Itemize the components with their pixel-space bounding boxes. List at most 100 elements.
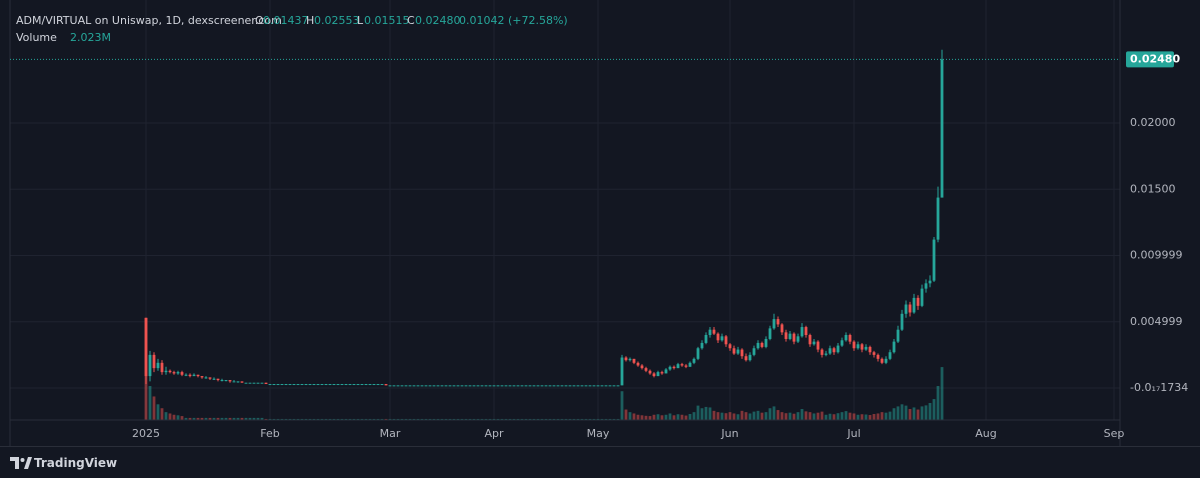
- volume-bar: [884, 412, 888, 420]
- volume-bar: [412, 418, 416, 420]
- candle-body: [764, 338, 768, 347]
- candle-body: [860, 344, 864, 350]
- candle-body: [432, 385, 436, 387]
- volume-bar: [396, 418, 400, 420]
- candle-body: [692, 358, 696, 363]
- candle-body: [516, 385, 520, 387]
- volume-bar: [388, 418, 392, 420]
- volume-bar: [784, 413, 788, 420]
- volume-bar: [716, 412, 720, 420]
- candle-body: [584, 385, 588, 387]
- candle-body: [524, 385, 528, 387]
- candle-body: [616, 385, 620, 387]
- volume-bar: [816, 412, 820, 420]
- volume-bar: [520, 418, 524, 420]
- volume-bar: [468, 418, 472, 420]
- volume-bar: [176, 415, 180, 420]
- volume-bar: [580, 418, 584, 420]
- volume-bar: [692, 412, 696, 420]
- volume-bar: [372, 418, 376, 420]
- volume-bar: [912, 407, 916, 420]
- volume-bar: [748, 413, 752, 420]
- volume-bar: [864, 414, 868, 420]
- x-tick-label: Jun: [720, 427, 738, 440]
- candle-body: [588, 385, 592, 387]
- change-value: 0.01042 (+72.58%): [459, 14, 568, 27]
- volume-bar: [284, 418, 288, 420]
- volume-bar: [712, 410, 716, 420]
- candle-body: [412, 385, 416, 387]
- candle-body: [188, 374, 192, 377]
- candle-body: [648, 370, 652, 374]
- candle-body: [752, 348, 756, 355]
- logo-dot: [20, 458, 25, 462]
- y-tick-label: -0.0₁₇1734: [1130, 381, 1188, 394]
- volume-bar: [876, 413, 880, 420]
- volume-bar: [256, 417, 260, 420]
- volume-bar: [720, 412, 724, 420]
- volume-bar: [200, 417, 204, 420]
- candle-body: [400, 385, 404, 387]
- volume-bar: [808, 412, 812, 420]
- low-label: L: [357, 14, 364, 27]
- candle-body: [292, 384, 296, 386]
- candle-body: [436, 385, 440, 387]
- candle-body: [360, 384, 364, 386]
- candle-body: [620, 357, 624, 386]
- candle-body: [728, 344, 732, 349]
- volume-bar: [336, 418, 340, 420]
- brand-name: TradingView: [34, 456, 117, 470]
- candle-body: [640, 365, 644, 369]
- candle-body: [392, 385, 396, 387]
- candle-body: [504, 385, 508, 387]
- candle-body: [916, 297, 920, 306]
- candle-body: [164, 370, 168, 373]
- volume-bar: [404, 418, 408, 420]
- candle-body: [240, 381, 244, 383]
- candle-body: [596, 385, 600, 387]
- candle-body: [304, 384, 308, 386]
- candle-body: [320, 384, 324, 386]
- volume-bar: [180, 416, 184, 420]
- volume-bar: [804, 411, 808, 420]
- volume-bar: [556, 418, 560, 420]
- candle-body: [580, 385, 584, 387]
- volume-bar: [324, 418, 328, 420]
- volume-bar: [152, 396, 156, 420]
- volume-bar: [192, 417, 196, 420]
- candle-body: [488, 385, 492, 387]
- volume-bar: [456, 418, 460, 420]
- volume-bar: [940, 367, 944, 420]
- volume-bar: [480, 418, 484, 420]
- candle-body: [404, 385, 408, 387]
- candle-body: [184, 374, 188, 376]
- x-tick-label: Sep: [1104, 427, 1125, 440]
- volume-bar: [672, 415, 676, 420]
- legend-title: ADM/VIRTUAL on Uniswap, 1D, dexscreener.…: [16, 14, 282, 27]
- candle-body: [352, 384, 356, 386]
- volume-bar: [528, 418, 532, 420]
- candle-body: [456, 385, 460, 387]
- axes: 2025 Feb Mar Apr May Jun Jul Aug Sep 0.02000 0.015…: [0, 0, 1200, 447]
- candle-body: [788, 333, 792, 339]
- volume-bar: [584, 418, 588, 420]
- volume-bar: [300, 418, 304, 420]
- volume-bar: [872, 413, 876, 420]
- candle-body: [300, 384, 304, 386]
- candle-body: [904, 304, 908, 314]
- volume-bar: [840, 412, 844, 420]
- volume-bar: [732, 413, 736, 420]
- candle-body: [368, 384, 372, 386]
- candle-body: [756, 342, 760, 349]
- candle-body: [264, 382, 268, 385]
- candle-body: [160, 362, 164, 373]
- candle-body: [768, 328, 772, 339]
- candle-body: [684, 365, 688, 367]
- candle-body: [848, 335, 852, 342]
- volume-bar: [160, 408, 164, 420]
- volume-bar: [860, 414, 864, 420]
- candle-body: [572, 385, 576, 387]
- volume-bar: [476, 418, 480, 420]
- volume-bar: [628, 412, 632, 420]
- volume-bar: [416, 418, 420, 420]
